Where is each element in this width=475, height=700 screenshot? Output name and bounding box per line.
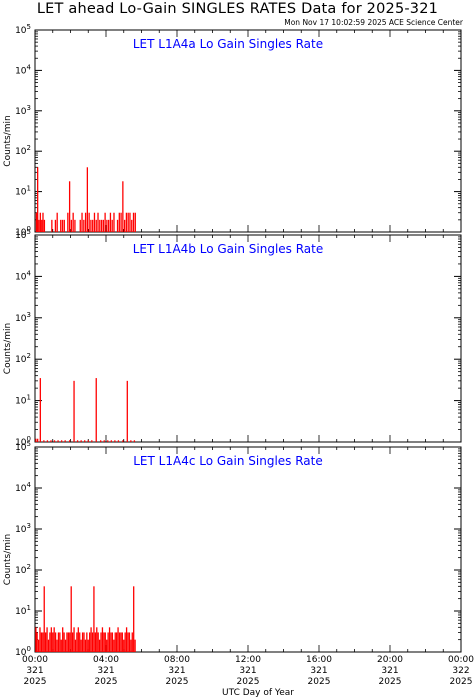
panel-title: LET L1A4c Lo Gain Singles Rate [133,454,323,468]
y-tick-exponent: 2 [27,352,31,360]
y-tick-exponent: 1 [27,185,31,193]
x-tick-year: 2025 [237,677,260,687]
panel-title: LET L1A4b Lo Gain Singles Rate [133,242,324,256]
y-tick-exponent: 1 [27,394,31,402]
y-tick-label: 103 [15,104,31,117]
x-tick-doy: 321 [97,666,114,676]
y-tick-exponent: 1 [27,604,31,612]
y-tick-label: 101 [15,394,31,407]
y-tick-label: 102 [15,144,31,157]
x-tick-time: 08:00 [164,655,190,665]
y-tick-exponent: 3 [27,311,31,319]
y-tick-exponent: 2 [27,563,31,571]
y-tick-exponent: 5 [27,440,31,448]
y-tick-exponent: 5 [27,23,31,31]
panel-title: LET L1A4a Lo Gain Singles Rate [133,37,323,51]
y-tick-label: 101 [15,604,31,617]
y-tick-label: 102 [15,352,31,365]
x-tick-year: 2025 [166,677,189,687]
y-tick-exponent: 0 [27,225,31,233]
x-tick-doy: 321 [26,666,43,676]
panel-frame [34,29,462,233]
x-tick-time: 20:00 [377,655,403,665]
chart-title: LET ahead Lo-Gain SINGLES RATES Data for… [36,1,439,17]
y-axis-label: Counts/min [3,534,13,585]
x-tick-doy: 322 [452,666,469,676]
y-tick-label: 104 [15,63,31,76]
x-axis-label: UTC Day of Year [222,688,294,698]
y-tick-label: 101 [15,185,31,198]
generation-timestamp: Mon Nov 17 10:02:59 2025 ACE Science Cen… [284,18,463,27]
y-axis-label: Counts/min [3,115,13,166]
y-tick-label: 104 [15,269,31,282]
y-tick-exponent: 4 [27,269,32,277]
x-tick-time: 04:00 [93,655,119,665]
y-tick-label: 103 [15,522,31,535]
x-tick-doy: 321 [381,666,398,676]
y-tick-exponent: 4 [27,481,32,489]
y-tick-label: 103 [15,311,31,324]
y-tick-label: 104 [15,481,31,494]
y-axis-label: Counts/min [3,323,13,374]
x-tick-year: 2025 [379,677,402,687]
x-tick-doy: 321 [168,666,185,676]
x-tick-time: 00:00 [448,655,474,665]
y-tick-exponent: 3 [27,104,31,112]
panel-frame [34,234,462,443]
y-tick-exponent: 3 [27,522,31,530]
x-tick-time: 12:00 [235,655,261,665]
x-tick-doy: 321 [239,666,256,676]
x-tick-year: 2025 [308,677,331,687]
y-tick-exponent: 5 [27,228,31,236]
y-tick-exponent: 0 [27,435,31,443]
x-tick-year: 2025 [95,677,118,687]
x-tick-doy: 321 [310,666,327,676]
panel-frame [34,446,462,653]
x-tick-time: 00:00 [22,655,48,665]
x-tick-year: 2025 [24,677,47,687]
y-tick-exponent: 0 [27,645,31,653]
y-tick-exponent: 2 [27,144,31,152]
x-tick-year: 2025 [450,677,473,687]
x-tick-time: 16:00 [306,655,332,665]
y-tick-label: 105 [15,23,31,36]
y-tick-exponent: 4 [27,63,32,71]
y-tick-label: 102 [15,563,31,576]
